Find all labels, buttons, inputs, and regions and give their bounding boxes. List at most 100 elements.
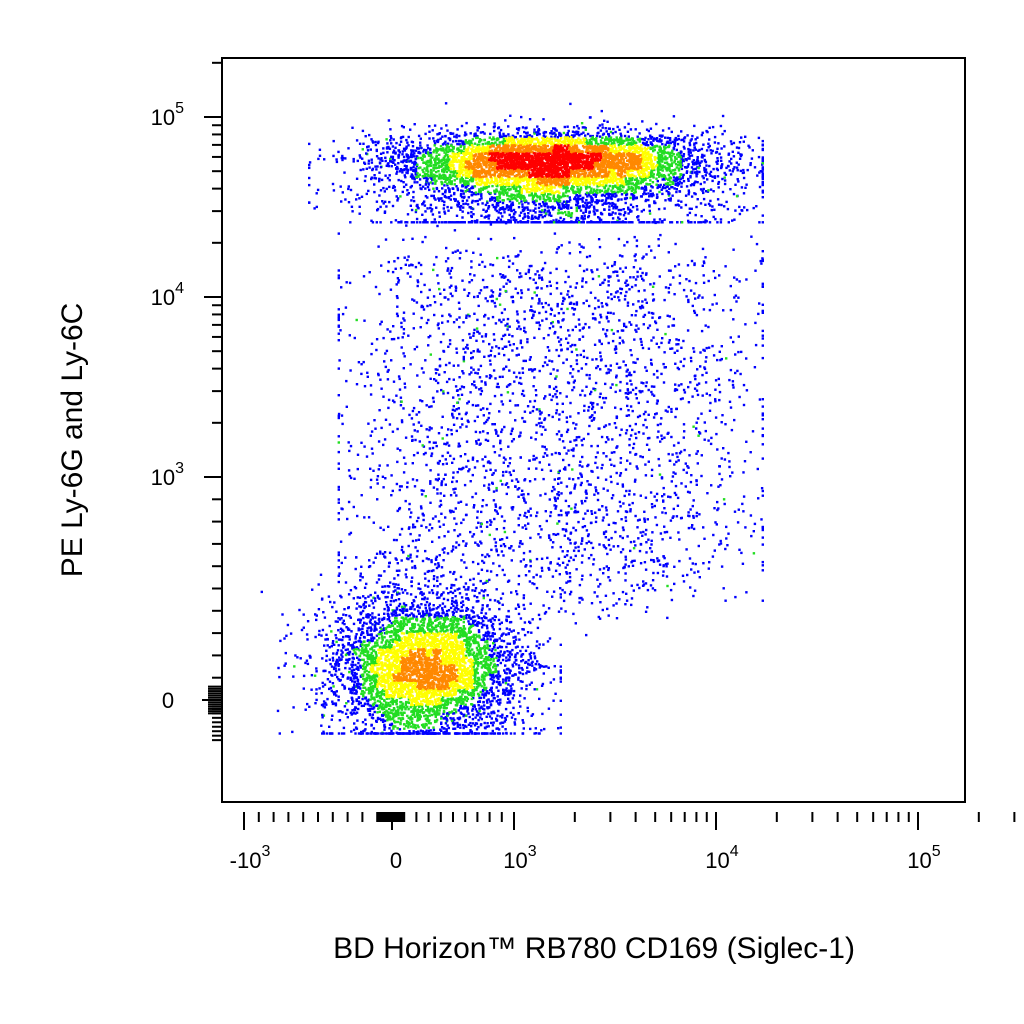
event-dot: [433, 313, 436, 317]
event-dot: [552, 699, 555, 702]
event-dot: [478, 388, 481, 391]
event-dot: [436, 576, 439, 579]
event-dot: [342, 646, 345, 649]
event-dot: [370, 342, 374, 345]
event-dot: [690, 474, 693, 477]
event-dot: [505, 345, 508, 348]
event-dot: [341, 312, 345, 316]
event-dot: [390, 338, 394, 341]
event-dot: [641, 346, 645, 350]
event-dot: [716, 358, 719, 362]
event-dot: [518, 671, 521, 674]
event-dot: [391, 489, 394, 493]
event-dot: [409, 556, 412, 559]
event-dot: [505, 659, 508, 662]
event-dot: [578, 601, 581, 604]
event-dot: [509, 711, 512, 715]
event-dot: [467, 470, 470, 473]
event-dot: [610, 221, 614, 224]
event-dot: [610, 536, 613, 540]
event-dot: [728, 160, 731, 163]
event-dot: [567, 505, 571, 508]
event-dot: [481, 505, 484, 508]
event-dot: [493, 732, 496, 735]
event-dot: [459, 455, 462, 458]
event-dot: [544, 356, 547, 359]
event-dot: [714, 217, 717, 221]
event-dot: [466, 343, 469, 347]
event-dot: [468, 373, 471, 376]
event-dot: [554, 533, 558, 536]
event-dot: [656, 571, 660, 575]
event-dot: [487, 217, 490, 220]
event-dot: [563, 555, 567, 558]
event-dot: [432, 263, 436, 266]
event-dot: [337, 313, 340, 316]
event-dot: [504, 671, 507, 674]
event-dot: [472, 213, 475, 216]
event-dot: [664, 409, 667, 412]
event-dot: [327, 595, 331, 598]
event-dot: [341, 675, 344, 678]
event-dot: [396, 277, 400, 280]
event-dot: [585, 281, 588, 284]
event-dot: [550, 308, 554, 312]
event-dot: [346, 627, 350, 630]
event-dot: [554, 385, 558, 389]
event-dot: [442, 597, 446, 601]
event-dot: [260, 590, 263, 594]
event-dot: [365, 152, 368, 155]
event-dot: [619, 535, 622, 538]
event-dot: [503, 308, 506, 311]
event-dot: [504, 716, 507, 720]
event-dot: [529, 657, 533, 660]
event-dot: [672, 507, 675, 511]
event-dot: [412, 406, 416, 410]
event-dot: [376, 594, 379, 598]
event-dot: [460, 596, 464, 599]
event-dot: [738, 212, 742, 216]
event-dot: [581, 335, 585, 338]
event-dot: [460, 521, 463, 525]
event-dot: [382, 443, 385, 447]
event-dot: [467, 313, 470, 316]
event-dot: [476, 415, 479, 418]
event-dot: [465, 440, 469, 443]
event-dot: [510, 716, 514, 719]
event-dot: [529, 651, 533, 654]
event-dot: [566, 125, 569, 128]
event-dot: [568, 477, 571, 480]
event-dot: [526, 338, 529, 341]
event-dot: [352, 505, 355, 509]
event-dot: [684, 194, 688, 197]
event-dot: [725, 537, 728, 540]
event-dot: [600, 406, 603, 409]
event-dot: [639, 562, 643, 565]
event-dot: [563, 591, 567, 594]
event-dot: [517, 664, 521, 667]
event-dot: [424, 210, 427, 213]
event-dot: [493, 537, 496, 541]
event-dot: [510, 479, 514, 482]
event-dot: [586, 356, 589, 360]
event-dot: [452, 423, 456, 426]
event-dot: [484, 555, 487, 559]
event-dot: [378, 292, 381, 296]
event-dot: [664, 286, 668, 289]
event-dot: [642, 584, 645, 587]
event-dot: [549, 292, 552, 296]
event-dot: [497, 553, 500, 557]
event-dot: [300, 628, 304, 632]
event-dot: [536, 270, 539, 273]
event-dot: [489, 263, 492, 266]
event-dot: [761, 543, 764, 546]
event-dot: [508, 221, 511, 224]
event-dot: [433, 197, 436, 200]
event-dot: [607, 296, 610, 299]
event-dot: [514, 655, 517, 658]
event-dot: [386, 585, 389, 588]
event-dot: [424, 132, 427, 136]
event-dot: [382, 151, 385, 155]
event-dot: [336, 649, 340, 652]
event-dot: [417, 516, 420, 520]
